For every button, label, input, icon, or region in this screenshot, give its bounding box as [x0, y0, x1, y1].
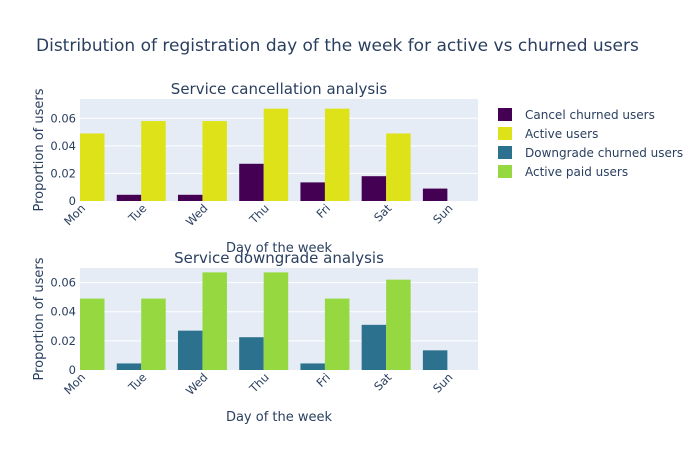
legend-swatch: [498, 108, 512, 121]
downgrade-subplot-title: Service downgrade analysis: [174, 249, 384, 267]
x-tick-label: Thu: [246, 201, 272, 227]
legend[interactable]: Cancel churned users Active users Downgr…: [498, 108, 683, 179]
bar[interactable]: [422, 350, 448, 370]
bar[interactable]: [300, 182, 325, 201]
bar[interactable]: [177, 194, 203, 201]
y-tick-label: 0: [69, 363, 76, 377]
x-tick-label: Sat: [371, 201, 395, 225]
bar[interactable]: [202, 272, 227, 370]
bar[interactable]: [324, 108, 350, 201]
bar[interactable]: [263, 108, 289, 201]
downgrade-y-axis-title: Proportion of users: [32, 257, 47, 380]
y-tick-label: 0.06: [50, 111, 76, 125]
cancellation-subplot: 0 0.02 0.04 0.06 Mon Tue Wed Thu Fri Sat Sun Serv…: [32, 80, 478, 256]
bar[interactable]: [141, 298, 166, 370]
bar[interactable]: [239, 337, 264, 370]
legend-label: Downgrade churned users: [525, 146, 683, 160]
bar[interactable]: [239, 163, 264, 201]
y-tick-label: 0.02: [50, 334, 76, 348]
legend-label: Active users: [525, 127, 598, 141]
legend-swatch: [498, 127, 512, 140]
y-tick-label: 0.04: [50, 305, 76, 319]
legend-swatch: [498, 146, 512, 159]
cancellation-subplot-title: Service cancellation analysis: [171, 80, 388, 98]
x-tick-label: Wed: [183, 201, 211, 229]
x-tick-label: Fri: [313, 370, 333, 390]
bar[interactable]: [80, 298, 105, 370]
x-tick-label: Sun: [430, 201, 455, 226]
cancellation-y-axis-title: Proportion of users: [32, 88, 47, 211]
y-tick-label: 0.02: [50, 166, 76, 180]
x-tick-label: Mon: [61, 370, 88, 397]
legend-item-active-paid[interactable]: Active paid users: [498, 165, 628, 179]
x-tick-label: Sun: [430, 370, 455, 395]
main-title: Distribution of registration day of the …: [36, 36, 639, 56]
downgrade-x-axis-title: Day of the week: [226, 410, 333, 425]
cancellation-x-axis-title: Day of the week: [226, 241, 333, 256]
x-tick-label: Wed: [183, 370, 211, 398]
legend-item-downgrade-churned[interactable]: Downgrade churned users: [498, 146, 683, 160]
legend-item-cancel-churned[interactable]: Cancel churned users: [498, 108, 655, 122]
bar[interactable]: [300, 363, 325, 370]
x-tick-label: Tue: [125, 370, 150, 395]
x-tick-label: Thu: [246, 370, 272, 396]
bar[interactable]: [386, 279, 411, 370]
bar[interactable]: [386, 133, 411, 201]
legend-label: Cancel churned users: [525, 108, 655, 122]
bar[interactable]: [116, 363, 142, 370]
legend-item-active-users[interactable]: Active users: [498, 127, 598, 141]
y-tick-label: 0.06: [50, 276, 76, 290]
legend-label: Active paid users: [525, 165, 628, 179]
bar[interactable]: [177, 330, 203, 370]
bar[interactable]: [361, 324, 387, 370]
y-tick-label: 0: [69, 194, 76, 208]
legend-swatch: [498, 165, 512, 178]
downgrade-subplot: 0 0.02 0.04 0.06 Mon Tue Wed Thu Fri Sat Sun Serv…: [32, 249, 478, 425]
bar[interactable]: [141, 121, 166, 201]
bar[interactable]: [361, 176, 387, 201]
bar[interactable]: [202, 121, 227, 201]
bar[interactable]: [263, 272, 289, 370]
x-tick-label: Sat: [371, 370, 395, 394]
x-tick-label: Fri: [313, 201, 333, 221]
x-tick-label: Tue: [125, 201, 150, 226]
bar[interactable]: [116, 194, 142, 201]
bar[interactable]: [80, 133, 105, 201]
y-tick-label: 0.04: [50, 139, 76, 153]
x-tick-label: Mon: [61, 201, 88, 228]
bar[interactable]: [422, 188, 448, 201]
bar[interactable]: [324, 298, 350, 370]
